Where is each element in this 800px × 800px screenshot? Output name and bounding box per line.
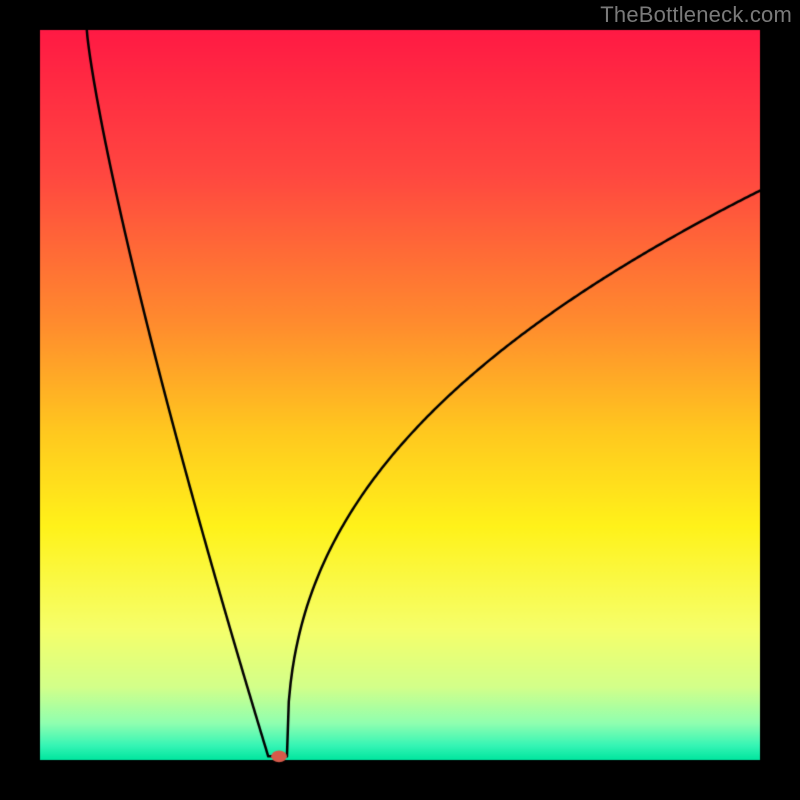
chart-container: { "watermark": { "text": "TheBottleneck.… [0,0,800,800]
bottleneck-chart-canvas [0,0,800,800]
